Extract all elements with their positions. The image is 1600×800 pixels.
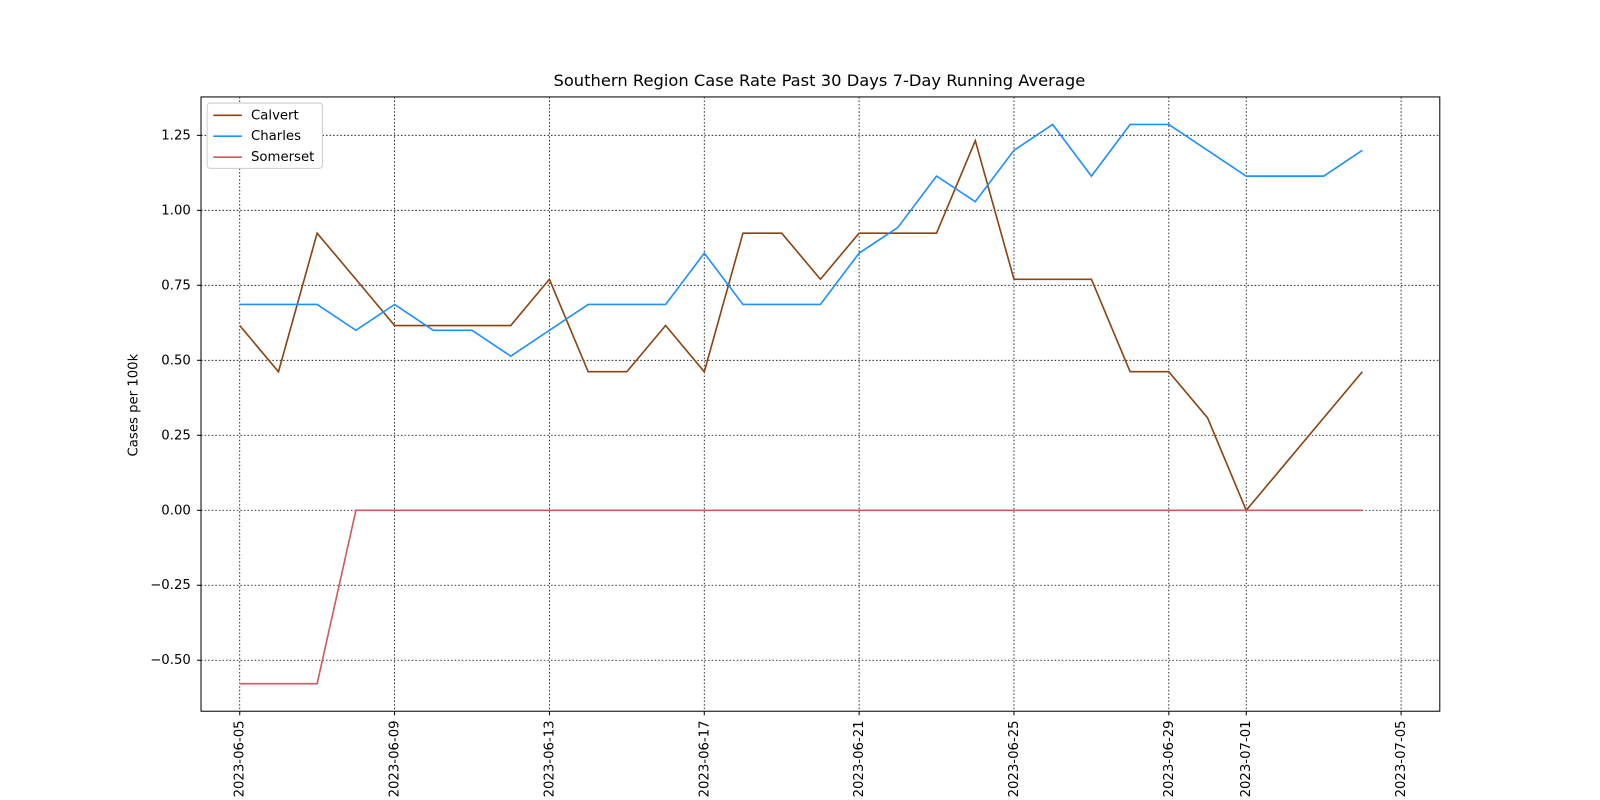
y-tick-label: 1.00 — [161, 203, 191, 218]
legend-label: Charles — [251, 129, 301, 144]
y-tick-label: 0.00 — [161, 503, 191, 518]
y-tick-label: 1.25 — [161, 128, 191, 143]
x-tick-label: 2023-07-01 — [1239, 720, 1254, 797]
series-line — [239, 138, 1363, 512]
chart-title: Southern Region Case Rate Past 30 Days 7… — [553, 71, 1085, 90]
x-tick-label: 2023-06-21 — [852, 720, 867, 797]
plot-frame — [200, 96, 1441, 712]
series-line — [239, 509, 1363, 685]
legend-label: Calvert — [251, 108, 299, 123]
x-tick-label: 2023-06-05 — [233, 720, 248, 797]
x-tick-label: 2023-06-09 — [388, 720, 403, 797]
x-tick-label: 2023-06-25 — [1007, 720, 1022, 797]
x-tick-label: 2023-06-29 — [1162, 720, 1177, 797]
legend-box — [206, 102, 323, 169]
y-tick-label: −0.25 — [150, 578, 191, 593]
series-line — [239, 123, 1363, 358]
y-tick-label: −0.50 — [150, 653, 191, 668]
y-tick-label: 0.50 — [161, 353, 191, 368]
y-axis-label: Cases per 100k — [127, 353, 142, 456]
y-tick-label: 0.75 — [161, 278, 191, 293]
legend-label: Somerset — [251, 150, 314, 165]
x-tick-label: 2023-07-05 — [1394, 720, 1409, 797]
y-tick-label: 0.25 — [161, 428, 191, 443]
x-tick-label: 2023-06-17 — [697, 720, 712, 797]
x-tick-label: 2023-06-13 — [542, 720, 557, 797]
